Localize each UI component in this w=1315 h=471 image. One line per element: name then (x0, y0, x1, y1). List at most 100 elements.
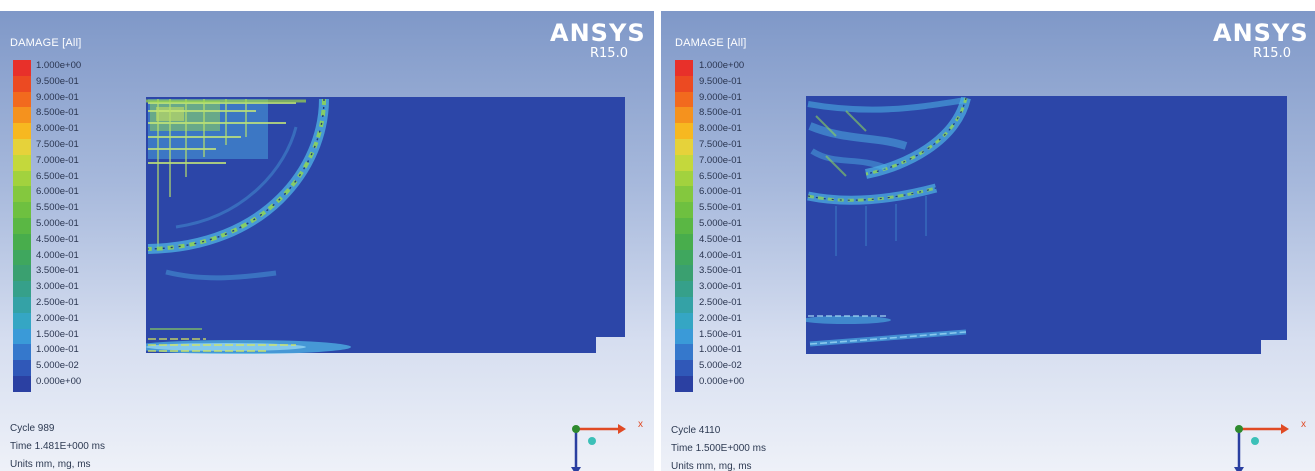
legend-tick-label: 5.000e-01 (699, 217, 742, 229)
fracture-arc (807, 96, 971, 205)
legend-swatch (675, 186, 693, 203)
legend-swatch (13, 265, 31, 282)
legend-tick-label: 7.500e-01 (36, 138, 79, 150)
legend-swatch (13, 249, 31, 266)
color-bar (13, 60, 31, 392)
legend-swatch (675, 281, 693, 297)
legend-swatch (13, 296, 31, 313)
legend-swatch (675, 202, 693, 218)
legend-swatch (13, 360, 31, 376)
legend-tick-label: 7.500e-01 (699, 138, 742, 150)
legend-tick-label: 9.500e-01 (699, 75, 742, 87)
legend-swatch (675, 60, 693, 76)
legend-tick-label: 8.000e-01 (36, 123, 79, 135)
legend-swatch (675, 265, 693, 282)
legend-swatch (13, 107, 31, 124)
axis-triad: x (571, 419, 643, 471)
legend-tick-label: 0.000e+00 (699, 375, 745, 387)
legend-swatch (13, 233, 31, 250)
legend-swatch (675, 91, 693, 108)
legend-tick-label: 1.000e+00 (36, 60, 82, 71)
legend-tick-label: 6.000e-01 (36, 186, 79, 198)
legend-swatch (13, 281, 31, 297)
legend-tick-label: 3.000e-01 (699, 281, 742, 293)
legend-tick-label: 7.000e-01 (699, 154, 742, 166)
legend-swatch (675, 344, 693, 361)
units-label: Units mm, mg, ms (671, 461, 752, 471)
legend-swatch (675, 375, 693, 392)
legend-tick-label: 6.000e-01 (699, 186, 742, 198)
legend-tick-label: 9.500e-01 (36, 75, 79, 87)
fracture-arc (147, 98, 329, 281)
legend-tick-label: 8.000e-01 (699, 123, 742, 135)
units-label: Units mm, mg, ms (10, 459, 91, 470)
legend-tick-label: 9.000e-01 (699, 91, 742, 103)
legend-swatch (675, 312, 693, 329)
damage-streak-bottom (146, 328, 351, 354)
damage-contour-plot[interactable] (146, 97, 628, 357)
legend-tick-label: 5.000e-02 (36, 360, 79, 372)
legend-swatch (13, 138, 31, 155)
legend-tick-label: 3.500e-01 (36, 265, 79, 277)
model-body (146, 97, 625, 353)
legend-tick-label: 6.500e-01 (699, 170, 742, 182)
legend-title: DAMAGE [All] (675, 37, 747, 49)
axis-x-label: x (638, 419, 643, 430)
legend-swatch (13, 344, 31, 361)
time-label: Time 1.500E+000 ms (671, 443, 766, 454)
legend-swatch (675, 107, 693, 124)
legend-swatch (13, 312, 31, 329)
axis-x-label: x (1301, 419, 1306, 430)
legend-swatch (13, 91, 31, 108)
legend-swatch (13, 186, 31, 203)
cycle-label: Cycle 989 (10, 423, 55, 434)
legend-tick-label: 3.500e-01 (699, 265, 742, 277)
legend-swatch (675, 123, 693, 139)
legend-tick-label: 4.000e-01 (699, 249, 742, 261)
time-label: Time 1.481E+000 ms (10, 441, 105, 452)
damage-contour-plot[interactable] (806, 96, 1288, 358)
legend-tick-label: 5.500e-01 (36, 202, 79, 214)
ansys-logo: ANSYS (1213, 19, 1309, 47)
legend-tick-label: 4.000e-01 (36, 249, 79, 261)
legend-tick-label: 2.500e-01 (36, 296, 79, 308)
legend-swatch (675, 217, 693, 234)
legend-tick-label: 1.000e-01 (36, 344, 79, 356)
legend-title: DAMAGE [All] (10, 37, 82, 49)
legend-tick-label: 8.500e-01 (699, 107, 742, 119)
legend-tick-label: 4.500e-01 (699, 233, 742, 245)
legend-tick-label: 2.500e-01 (699, 296, 742, 308)
viewport-right[interactable]: DAMAGE [All] 1.000e+00 9.500e-01 9.000e-01… (661, 11, 1315, 471)
ansys-logo: ANSYS (550, 19, 646, 47)
legend-swatch (13, 60, 31, 76)
ansys-version: R15.0 (590, 46, 628, 61)
legend-swatch (13, 170, 31, 187)
model-body (806, 96, 1287, 354)
color-bar (675, 60, 693, 392)
cycle-label: Cycle 4110 (671, 425, 721, 436)
legend-tick-label: 2.000e-01 (36, 312, 79, 324)
legend-swatch (13, 154, 31, 171)
legend-tick-label: 7.000e-01 (36, 154, 79, 166)
legend-swatch (13, 202, 31, 218)
legend-tick-label: 1.000e+00 (699, 60, 745, 71)
viewport-left[interactable]: DAMAGE [All] 1.000e+00 9.500e-01 9.000e-01… (0, 11, 654, 471)
legend-swatch (13, 375, 31, 392)
legend-tick-label: 0.000e+00 (36, 375, 82, 387)
ansys-version: R15.0 (1253, 46, 1291, 61)
legend-tick-label: 6.500e-01 (36, 170, 79, 182)
legend-swatch (675, 170, 693, 187)
legend-tick-label: 2.000e-01 (699, 312, 742, 324)
legend-tick-label: 9.000e-01 (36, 91, 79, 103)
legend-tick-label: 5.000e-01 (36, 217, 79, 229)
legend-swatch (13, 123, 31, 139)
stress-rays (835, 196, 927, 256)
legend-swatch (13, 328, 31, 345)
legend-tick-label: 4.500e-01 (36, 233, 79, 245)
legend-swatch (675, 154, 693, 171)
legend-tick-label: 8.500e-01 (36, 107, 79, 119)
legend-tick-label: 1.000e-01 (699, 344, 742, 356)
legend-swatch (675, 328, 693, 345)
legend-swatch (13, 75, 31, 92)
damage-streak-bottom (806, 315, 967, 347)
